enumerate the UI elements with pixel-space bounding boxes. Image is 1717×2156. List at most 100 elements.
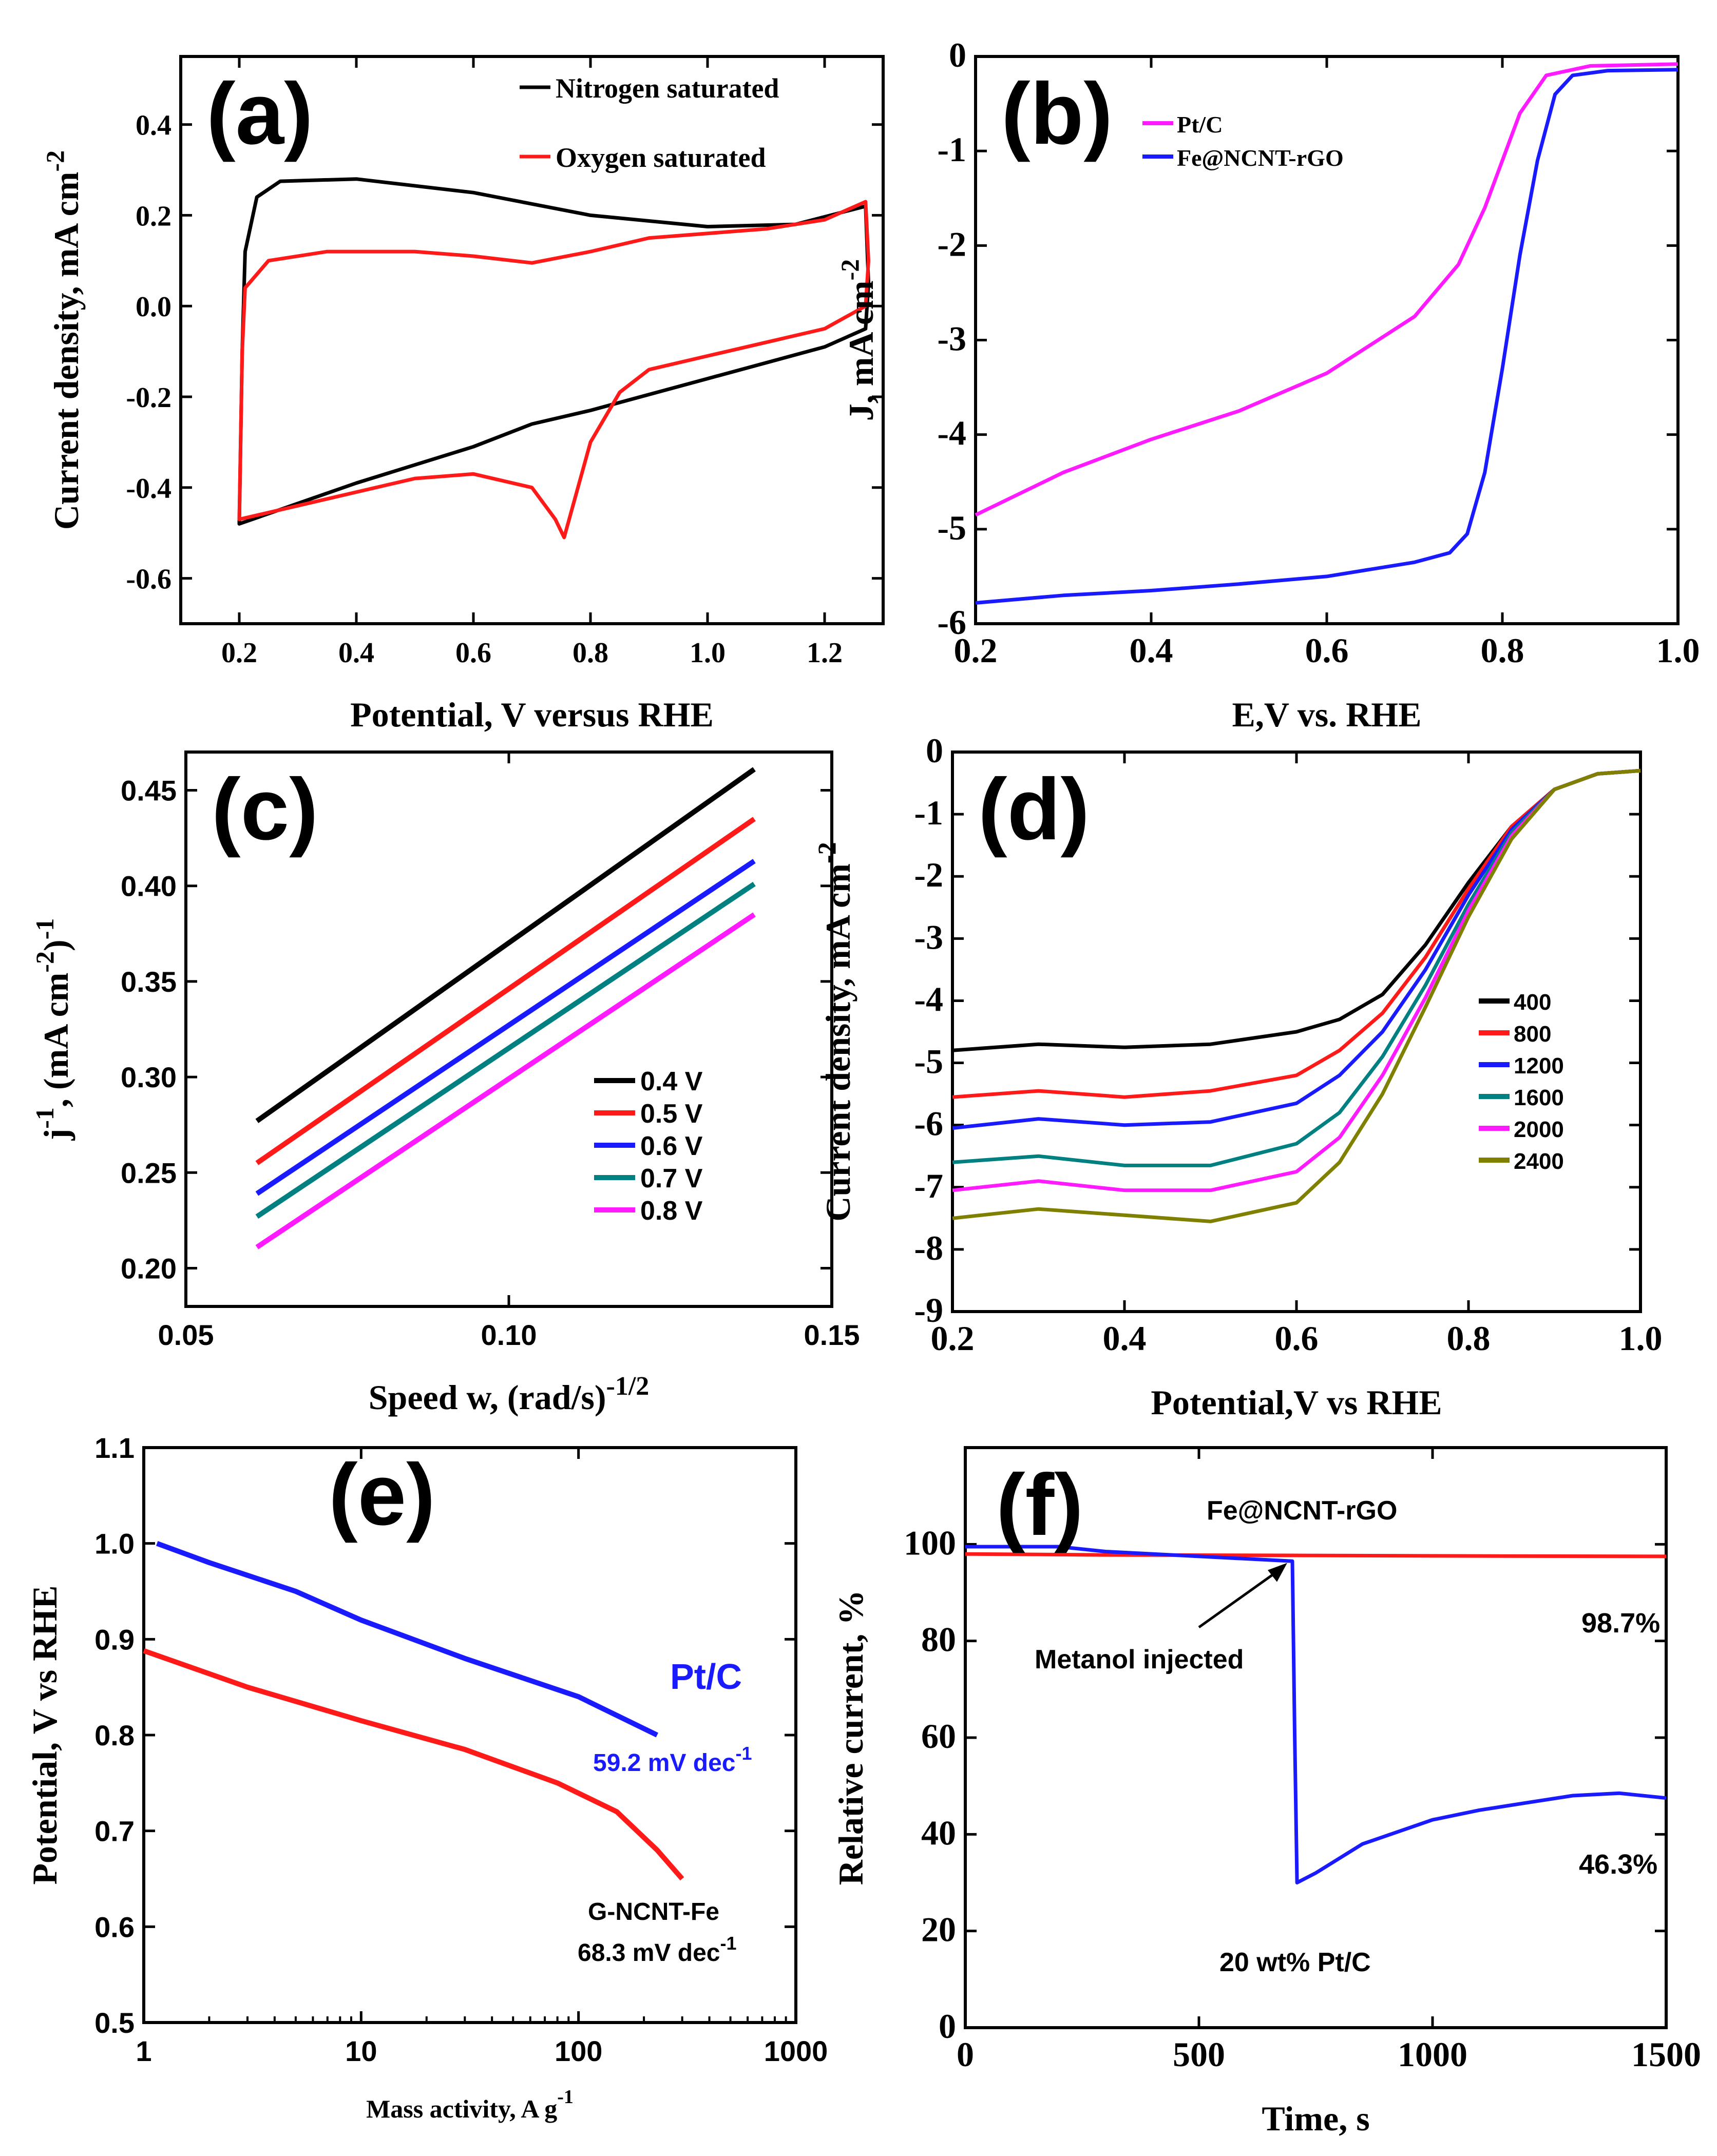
series-line-2 (255, 817, 756, 1165)
plot-frame (179, 55, 885, 625)
y-tick-label: 0.40 (121, 870, 177, 902)
x-tick-label: 1500 (1631, 2035, 1701, 2074)
legend-label: 400 (1514, 990, 1551, 1015)
y-tick-label: -7 (914, 1166, 943, 1205)
y-tick-label: 0.9 (94, 1623, 135, 1656)
x-axis-label: E,V vs. RHE (1232, 695, 1421, 734)
panel-b: 0.2 0.4 0.6 0.8 1.0 -6 -5 -4 -3 -2 -1 0 (b) E,V vs. R… (835, 35, 1700, 734)
y-tick-label: 40 (921, 1813, 956, 1852)
y-tick-label: -0.2 (126, 382, 171, 414)
series-line-2 (143, 1648, 684, 1881)
y-tick-label: -9 (914, 1291, 943, 1330)
x-tick-label: 100 (555, 2035, 602, 2067)
x-tick-label: 0.15 (804, 1319, 860, 1351)
y-tick-label: 0 (926, 731, 943, 770)
panel-d: 0.2 0.4 0.6 0.8 1.0 -9 -8 -7 -6 -5 -4 -3 -2 -1 0 (d) Pot… (812, 731, 1663, 1422)
end-label-blue: 46.3% (1579, 1849, 1657, 1880)
y-axis-label-sup2: -2 (30, 951, 59, 973)
y-tick-label: 0.2 (136, 200, 171, 232)
series-line-2 (965, 1545, 1667, 1884)
y-tick-label: -0.6 (126, 564, 171, 595)
x-tick-label: 0.2 (931, 1319, 975, 1358)
y-tick-label: 60 (921, 1717, 956, 1756)
y-tick-label: -1 (937, 130, 966, 169)
y-tick-label: 0.8 (94, 1719, 135, 1751)
x-tick-label: 1 (136, 2035, 151, 2067)
y-tick-label: -4 (914, 979, 943, 1018)
x-axis-label: Potential,V vs RHE (1151, 1383, 1442, 1422)
series-line-5 (255, 912, 756, 1249)
y-axis-label-sup: -2 (41, 150, 69, 172)
annotation-arrow (1198, 1567, 1283, 1629)
y-tick-label: -1 (914, 793, 943, 832)
chart-title: Fe@NCNT-rGO (1207, 1496, 1397, 1526)
x-tick-label: 1.0 (1619, 1319, 1663, 1358)
y-axis-label-sup: -2 (812, 842, 841, 863)
legend-label: 800 (1514, 1022, 1551, 1047)
y-tick-label: 80 (921, 1620, 956, 1659)
x-tick-label: 0.4 (1103, 1319, 1147, 1358)
slope-label-ptc-sup: -1 (736, 1743, 752, 1764)
y-tick-label: 0 (939, 2007, 956, 2046)
legend-label: Pt/C (1177, 111, 1223, 138)
x-tick-label: 1000 (1398, 2035, 1467, 2074)
y-tick-label: 0.4 (136, 110, 171, 142)
y-tick-label: 100 (904, 1523, 956, 1562)
panel-label: (c) (212, 761, 318, 858)
y-axis-label: Potential, V vs RHE (25, 1585, 64, 1884)
x-tick-label: 0.4 (338, 637, 374, 669)
series-line-4 (255, 881, 756, 1219)
y-tick-label: 0.25 (121, 1157, 177, 1189)
x-tick-label: 0.2 (954, 631, 998, 670)
y-tick-label: -3 (937, 319, 966, 358)
y-tick-label: 0.0 (136, 291, 171, 323)
y-tick-label: 20 (921, 1910, 956, 1949)
y-tick-label: 0.6 (94, 1911, 135, 1943)
y-tick-label: -5 (937, 508, 966, 547)
panel-label: (f) (996, 1456, 1083, 1554)
y-tick-label: 1.1 (94, 1432, 135, 1464)
plot-frame (142, 1446, 797, 2024)
panel-e: 1 10 100 1000 0.5 0.6 0.7 0.8 0.9 1.0 1.1 (e) Mass a… (25, 1432, 828, 2123)
x-tick-label: 500 (1173, 2035, 1225, 2074)
y-tick-label: -5 (914, 1042, 943, 1081)
panel-label: (a) (206, 65, 313, 163)
legend-label: 0.6 V (640, 1131, 703, 1161)
panel-label: (b) (1001, 65, 1113, 163)
y-tick-label: -8 (914, 1228, 943, 1267)
legend-label: 2000 (1514, 1117, 1564, 1142)
y-tick-label: -2 (914, 855, 943, 894)
y-axis-label: J, mA cm-2 (835, 259, 881, 421)
x-tick-label: 0.8 (1481, 631, 1524, 670)
legend-label: Oxygen saturated (556, 142, 766, 173)
legend-label: 1600 (1514, 1085, 1564, 1110)
x-tick-label: 0.4 (1130, 631, 1173, 670)
y-tick-label: 0.20 (121, 1253, 177, 1285)
y-tick-label: 0.45 (121, 774, 177, 806)
y-tick-label: 0.7 (94, 1815, 135, 1847)
y-tick-label: -0.4 (126, 473, 171, 505)
legend-label: 1200 (1514, 1053, 1564, 1079)
y-axis-label-rest: , (mA cm (36, 973, 75, 1107)
series-line-1 (975, 62, 1678, 517)
series-line-2 (975, 68, 1678, 605)
legend-label: 0.7 V (640, 1164, 703, 1194)
x-axis-label: Mass activity, A g-1 (366, 2086, 574, 2123)
series-line-2 (237, 200, 870, 540)
series-label-gncnt: G-NCNT-Fe (588, 1898, 719, 1926)
x-axis-label: Speed w, (rad/s)-1/2 (369, 1372, 650, 1417)
y-tick-label: 0.5 (94, 2007, 135, 2039)
legend-label: 0.8 V (640, 1196, 703, 1226)
y-axis-label: j-1, (mA cm-2)-1 (30, 918, 75, 1141)
legend-label: 2400 (1514, 1149, 1564, 1174)
x-tick-label: 1.2 (807, 637, 843, 669)
slope-label-ptc: 59.2 mV dec-1 (593, 1743, 752, 1777)
end-label-red: 98.7% (1581, 1608, 1660, 1639)
y-tick-label: -2 (937, 224, 966, 263)
series-line-1 (255, 767, 756, 1123)
x-tick-label: 0.6 (1275, 1319, 1319, 1358)
y-tick-label: -6 (937, 603, 966, 642)
panel-f: 0 500 1000 1500 0 20 40 60 80 100 (f) Time, s Relati… (831, 1446, 1701, 2138)
series-line-1 (965, 1552, 1667, 1558)
x-tick-label: 0.6 (1305, 631, 1349, 670)
